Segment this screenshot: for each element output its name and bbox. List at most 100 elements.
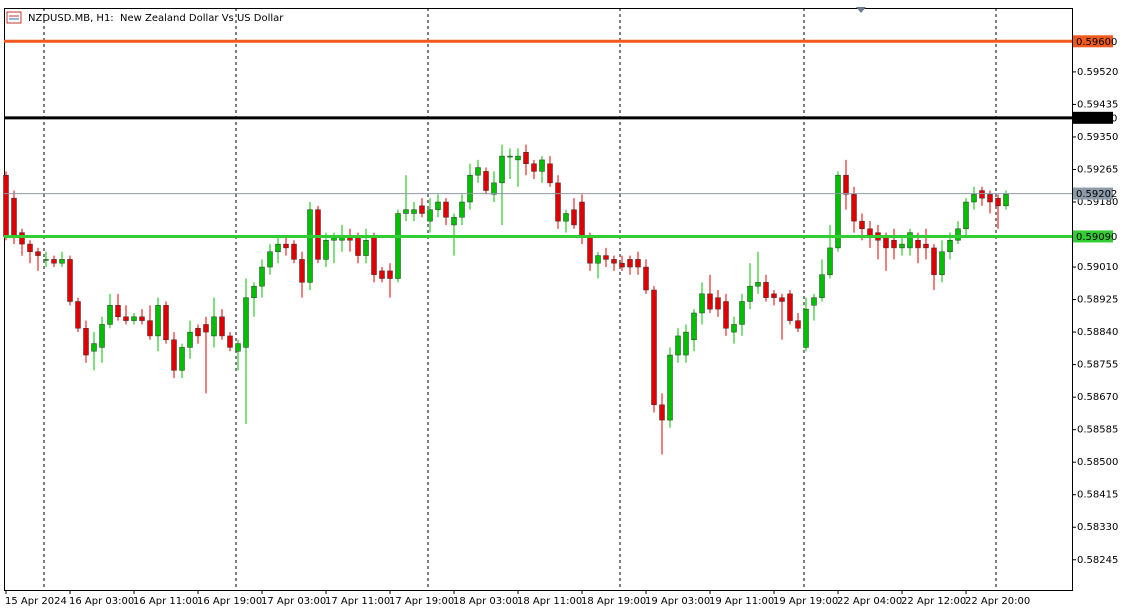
candle-body xyxy=(163,305,169,341)
candle-body xyxy=(363,240,369,256)
candle-body xyxy=(915,240,921,249)
candle-body xyxy=(627,259,633,268)
candle-body xyxy=(843,174,849,195)
price-level-tag xyxy=(1073,111,1113,124)
price-level-label: 0.59400 xyxy=(1076,113,1117,124)
candle-body xyxy=(547,163,553,184)
candle-body xyxy=(827,247,833,275)
y-tick-label: 0.58330 xyxy=(1077,522,1118,533)
candle-body xyxy=(307,209,313,283)
candle-body xyxy=(211,316,217,337)
candle-body xyxy=(667,354,673,421)
y-tick-label: 0.59265 xyxy=(1077,164,1118,175)
y-tick-label: 0.58245 xyxy=(1077,555,1118,566)
candle-body xyxy=(443,201,449,218)
candle-body xyxy=(939,251,945,275)
y-tick-label: 0.58925 xyxy=(1077,295,1118,306)
price-level-tag xyxy=(1073,187,1113,200)
y-tick-label: 0.59010 xyxy=(1077,262,1118,273)
candle-body xyxy=(571,209,577,226)
candle-body xyxy=(131,316,137,321)
candle-body xyxy=(75,301,81,329)
x-tick-label: 19 Apr 11:00 xyxy=(709,596,774,607)
candle-body xyxy=(99,324,105,348)
candle-body xyxy=(283,243,289,249)
y-tick-label: 0.58415 xyxy=(1077,490,1118,501)
candle-body xyxy=(267,251,273,268)
candle-body xyxy=(715,297,721,310)
candle-body xyxy=(91,343,97,352)
candle-body xyxy=(819,274,825,298)
candle-body xyxy=(123,316,129,321)
candle-body xyxy=(139,316,145,321)
candle-body xyxy=(395,213,401,279)
candle-body xyxy=(971,194,977,203)
candle-body xyxy=(483,171,489,191)
candle-body xyxy=(619,262,625,268)
candle-body xyxy=(323,240,329,260)
candle-body xyxy=(699,293,705,314)
candle-body xyxy=(739,301,745,325)
y-tick-label: 0.58755 xyxy=(1077,360,1118,371)
candle-body xyxy=(811,297,817,306)
candle-body xyxy=(275,243,281,252)
x-tick-label: 16 Apr 11:00 xyxy=(133,596,198,607)
x-tick-label: 17 Apr 19:00 xyxy=(389,596,454,607)
y-tick-label: 0.59435 xyxy=(1077,99,1118,110)
candle-body xyxy=(43,259,49,261)
x-tick-label: 18 Apr 03:00 xyxy=(453,596,518,607)
candle-body xyxy=(387,270,393,279)
candle-body xyxy=(59,259,65,264)
candle-body xyxy=(851,194,857,222)
x-tick-label: 16 Apr 03:00 xyxy=(69,596,134,607)
candle-body xyxy=(459,201,465,218)
candle-body xyxy=(675,335,681,356)
candle-body xyxy=(115,305,121,318)
x-tick-label: 19 Apr 19:00 xyxy=(773,596,838,607)
y-tick-label: 0.58840 xyxy=(1077,327,1118,338)
candle-body xyxy=(683,331,689,356)
candle-body xyxy=(531,163,537,172)
candle-body xyxy=(499,155,505,184)
candle-body xyxy=(235,343,241,352)
price-level-label: 0.59600 xyxy=(1076,37,1117,48)
chart-title: NZDUSD.MB, H1: New Zealand Dollar Vs US … xyxy=(28,13,284,24)
candle-body xyxy=(723,301,729,329)
candle-body xyxy=(171,339,177,371)
candle-body xyxy=(379,270,385,279)
y-tick-label: 0.59350 xyxy=(1077,132,1118,143)
candle-body xyxy=(755,282,761,287)
candle-body xyxy=(691,312,697,341)
y-tick-label: 0.58585 xyxy=(1077,425,1118,436)
candle-body xyxy=(515,155,521,161)
x-tick-label: 18 Apr 19:00 xyxy=(581,596,646,607)
candle-body xyxy=(891,240,897,249)
candle-body xyxy=(899,243,905,249)
candle-body xyxy=(579,201,585,237)
candle-body xyxy=(1003,194,1009,207)
candle-body xyxy=(795,320,801,329)
y-tick-label: 0.58500 xyxy=(1077,457,1118,468)
candle-body xyxy=(435,201,441,210)
candle-body xyxy=(651,289,657,406)
candle-body xyxy=(155,305,161,337)
candle-body xyxy=(955,228,961,241)
candle-body xyxy=(419,205,425,214)
candle-body xyxy=(403,209,409,214)
candle-body xyxy=(707,293,713,310)
candle-body xyxy=(931,247,937,275)
candle-body xyxy=(507,155,513,158)
candle-body xyxy=(539,159,545,172)
candle-body xyxy=(243,297,249,348)
candle-body xyxy=(51,259,57,264)
candle-body xyxy=(67,259,73,302)
candle-body xyxy=(251,285,257,298)
candle-body xyxy=(611,259,617,264)
candle-body xyxy=(603,255,609,260)
candle-body xyxy=(427,209,433,222)
x-tick-label: 22 Apr 12:00 xyxy=(901,596,966,607)
candle-body xyxy=(763,282,769,298)
candle-body xyxy=(187,331,193,348)
x-tick-label: 16 Apr 19:00 xyxy=(197,596,262,607)
